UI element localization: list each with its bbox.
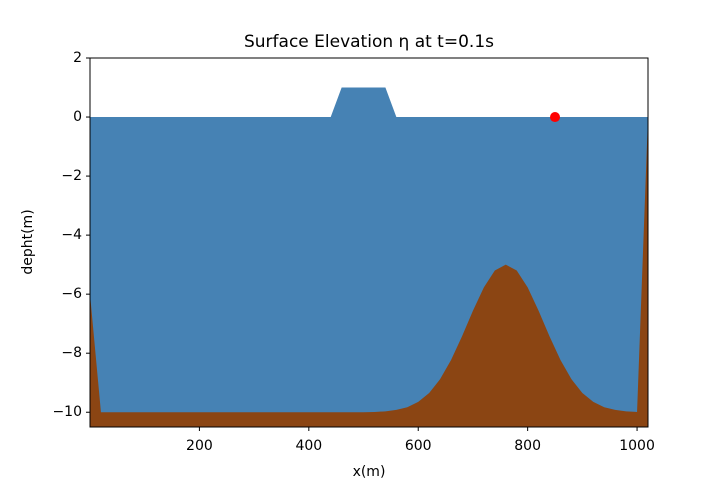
y-tick-label: −2	[61, 168, 82, 184]
marker-point	[550, 112, 560, 123]
x-tick-label: 1000	[619, 438, 655, 454]
y-tick-label: −6	[61, 286, 82, 302]
x-tick-label: 200	[186, 438, 213, 454]
y-tick-label: −8	[61, 345, 82, 361]
y-tick-label: 2	[73, 50, 82, 66]
y-axis-label: depht(m)	[20, 209, 36, 274]
x-tick-label: 800	[514, 438, 541, 454]
x-axis-label: x(m)	[353, 464, 386, 480]
area	[90, 117, 648, 427]
y-tick-label: −10	[52, 404, 82, 420]
y-tick-label: −4	[61, 227, 82, 243]
y-tick-label: 0	[73, 109, 82, 125]
chart-title: Surface Elevation η at t=0.1s	[244, 32, 494, 52]
x-tick-label: 400	[295, 438, 322, 454]
x-tick-label: 600	[405, 438, 432, 454]
plot-frame	[89, 57, 649, 428]
